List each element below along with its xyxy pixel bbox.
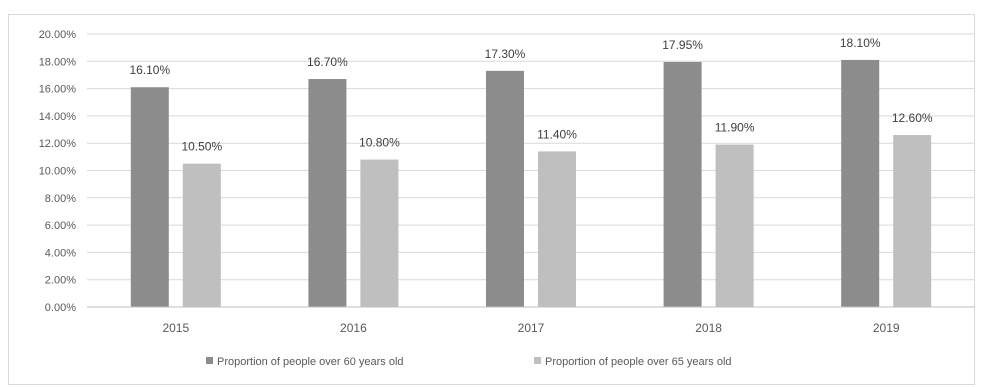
bar-over-60-2017: [486, 70, 524, 307]
y-tick-label: 8.00%: [45, 193, 76, 205]
bar-over-65-2015: [182, 163, 221, 307]
bar-over-60-2016: [308, 79, 347, 307]
legend-swatch: [534, 357, 541, 364]
data-label: 12.60%: [892, 111, 933, 125]
x-tick-label: 2016: [340, 321, 367, 335]
data-label: 10.50%: [181, 140, 222, 154]
bar-over-60-2015: [130, 87, 169, 307]
data-label: 18.10%: [840, 36, 881, 50]
y-tick-label: 10.00%: [39, 166, 77, 178]
data-label: 10.80%: [359, 136, 400, 150]
data-label: 16.10%: [129, 63, 170, 77]
data-label: 17.95%: [662, 38, 703, 52]
bar-over-65-2016: [360, 159, 399, 307]
y-tick-label: 14.00%: [39, 111, 77, 123]
data-label: 16.70%: [307, 55, 348, 69]
bar-over-60-2019: [841, 59, 880, 308]
bar-over-65-2018: [715, 144, 754, 307]
x-tick-label: 2015: [162, 321, 189, 335]
y-tick-label: 20.00%: [39, 29, 77, 41]
y-tick-label: 2.00%: [45, 275, 76, 287]
data-label: 17.30%: [485, 47, 526, 61]
y-tick-label: 12.00%: [39, 138, 77, 150]
y-tick-label: 4.00%: [45, 247, 76, 259]
x-tick-label: 2017: [518, 321, 545, 335]
legend-label: Proportion of people over 65 years old: [545, 356, 732, 368]
bar-over-65-2019: [893, 135, 932, 307]
legend-swatch: [206, 357, 213, 364]
x-tick-label: 2018: [695, 321, 722, 335]
bar-over-60-2018: [663, 61, 702, 307]
x-tick-label: 2019: [873, 321, 900, 335]
y-tick-label: 16.00%: [39, 84, 77, 96]
bar-over-65-2017: [538, 151, 576, 307]
legend-label: Proportion of people over 60 years old: [217, 356, 404, 368]
data-label: 11.90%: [715, 121, 755, 135]
y-tick-label: 18.00%: [39, 56, 77, 68]
data-label: 11.40%: [537, 127, 577, 141]
y-tick-label: 0.00%: [45, 302, 76, 314]
y-tick-label: 6.00%: [45, 220, 76, 232]
